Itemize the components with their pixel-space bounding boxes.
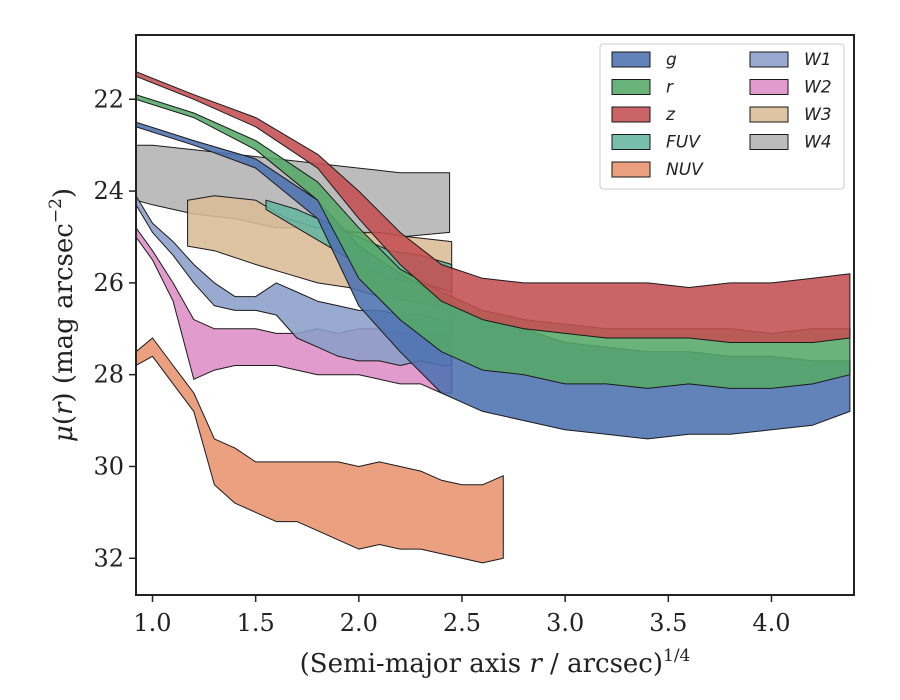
x-tick-label: 1.0: [133, 609, 171, 637]
series-layer: [136, 71, 851, 564]
legend-swatch-g: [611, 51, 651, 68]
legend-label-r: r: [666, 78, 674, 98]
y-tick-label: 30: [93, 452, 124, 480]
band-nuv: [136, 337, 504, 564]
y-tick-label: 26: [93, 269, 124, 297]
legend-label-w4: W4: [804, 133, 832, 153]
x-tick-label: 3.0: [546, 609, 584, 637]
legend-swatch-w3: [749, 106, 789, 123]
legend-label-fuv: FUV: [666, 133, 701, 153]
y-tick-label: 22: [93, 85, 124, 113]
axis-ticks: 1.0 1.5 2.0 2.5 3.0 3.5 4.0 22 24 26 28 30 32: [93, 85, 790, 637]
y-tick-label: 28: [93, 361, 124, 389]
legend-swatch-w1: [749, 51, 789, 68]
legend-swatch-z: [611, 106, 651, 123]
legend-label-z: z: [665, 105, 676, 125]
legend-label-w2: W2: [804, 78, 832, 98]
x-tick-label: 2.5: [443, 609, 481, 637]
plot-frame: [135, 34, 855, 596]
legend-label-g: g: [666, 50, 677, 70]
legend-swatch-nuv: [611, 161, 651, 178]
x-tick-label: 1.5: [237, 609, 275, 637]
legend-label-w3: W3: [804, 105, 832, 125]
x-tick-label: 4.0: [752, 609, 790, 637]
x-tick-label: 2.0: [340, 609, 378, 637]
legend-swatch-r: [611, 79, 651, 95]
legend-label-w1: W1: [804, 50, 832, 70]
legend-swatch-w2: [749, 79, 789, 95]
legend-label-nuv: NUV: [666, 160, 704, 180]
y-tick-label: 32: [93, 544, 124, 572]
y-axis-title: μ(r) (mag arcsec−2): [46, 188, 79, 442]
x-axis-title: (Semi-major axis r / arcsec)1/4: [300, 646, 691, 679]
band-z: [136, 71, 851, 343]
y-tick-label: 24: [93, 177, 124, 205]
legend-swatch-w4: [749, 134, 789, 150]
x-tick-label: 3.5: [649, 609, 687, 637]
legend-swatch-fuv: [611, 134, 651, 150]
legend: grz FUV NUV W1 W2 W3 W4: [599, 43, 845, 190]
